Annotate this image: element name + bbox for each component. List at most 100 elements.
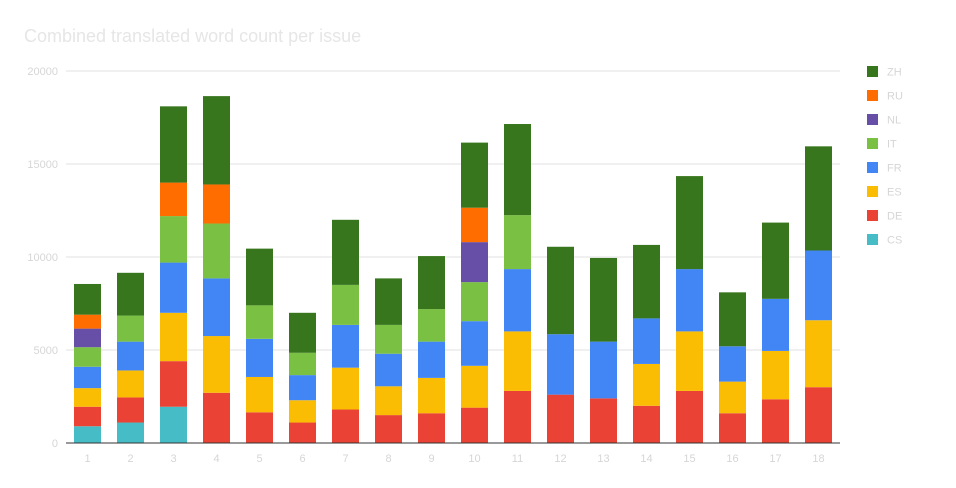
- bar-segment-es: [719, 381, 746, 414]
- bar-segment-es: [332, 367, 359, 410]
- legend-label: ES: [887, 187, 902, 199]
- chart-title: Combined translated word count per issue: [24, 26, 362, 46]
- bar-segment-ru: [160, 182, 187, 217]
- bar-segment-fr: [547, 334, 574, 395]
- legend-label: RU: [887, 91, 903, 103]
- x-tick-label: 9: [428, 453, 434, 465]
- legend-swatch: [867, 162, 878, 173]
- bar-segment-fr: [246, 338, 273, 377]
- bar-segment-ru: [203, 184, 230, 224]
- x-tick-label: 3: [170, 453, 176, 465]
- bar-segment-it: [246, 305, 273, 339]
- bar-segment-zh: [332, 219, 359, 285]
- bar-segment-nl: [74, 328, 101, 348]
- y-tick-label: 10000: [27, 252, 58, 264]
- x-tick-label: 4: [213, 453, 219, 465]
- x-tick-label: 12: [554, 453, 566, 465]
- bar-segment-zh: [676, 176, 703, 270]
- bar-segment-de: [676, 390, 703, 443]
- bar-segment-zh: [590, 257, 617, 342]
- y-tick-label: 20000: [27, 66, 58, 78]
- bar-segment-fr: [590, 341, 617, 399]
- bar-segment-de: [590, 398, 617, 443]
- bar-segment-de: [160, 361, 187, 407]
- bar-segment-es: [676, 331, 703, 391]
- bar-segment-it: [418, 309, 445, 342]
- bar-segment-fr: [633, 318, 660, 364]
- bar-segment-zh: [504, 124, 531, 216]
- bar-segment-de: [289, 422, 316, 443]
- bar-segment-it: [504, 215, 531, 270]
- bar-segment-es: [762, 350, 789, 400]
- legend-swatch: [867, 66, 878, 77]
- x-tick-label: 13: [597, 453, 609, 465]
- legend-swatch: [867, 234, 878, 245]
- x-tick-label: 15: [683, 453, 695, 465]
- bar-segment-zh: [633, 244, 660, 319]
- bar-segment-fr: [461, 321, 488, 366]
- bar-segment-de: [504, 390, 531, 443]
- bar-segment-zh: [289, 312, 316, 353]
- bar-segment-zh: [719, 292, 746, 347]
- legend-swatch: [867, 90, 878, 101]
- bar-segment-it: [117, 315, 144, 342]
- bar-segment-de: [762, 399, 789, 443]
- bar-segment-zh: [547, 246, 574, 335]
- x-tick-label: 18: [812, 453, 824, 465]
- bar-segment-de: [547, 394, 574, 443]
- bar-segment-cs: [160, 406, 187, 443]
- bar-segment-it: [375, 324, 402, 354]
- bar-segment-es: [461, 365, 488, 408]
- bar-segment-fr: [375, 353, 402, 387]
- x-tick-label: 5: [256, 453, 262, 465]
- bar-segment-fr: [719, 346, 746, 382]
- bar-segment-fr: [289, 375, 316, 401]
- bar-segment-es: [418, 377, 445, 414]
- x-tick-label: 17: [769, 453, 781, 465]
- bar-segment-it: [289, 352, 316, 376]
- bar-segment-de: [74, 406, 101, 427]
- bar-segment-de: [117, 397, 144, 423]
- bar-segment-it: [203, 223, 230, 279]
- y-tick-label: 15000: [27, 159, 58, 171]
- bar-segment-es: [289, 400, 316, 423]
- bar-segment-zh: [762, 222, 789, 299]
- x-tick-label: 16: [726, 453, 738, 465]
- bar-segment-es: [246, 376, 273, 413]
- x-tick-label: 6: [299, 453, 305, 465]
- x-tick-label: 1: [84, 453, 90, 465]
- bar-segment-de: [332, 409, 359, 443]
- bar-segment-es: [805, 320, 832, 388]
- bar-segment-zh: [461, 142, 488, 208]
- bar-segment-de: [633, 405, 660, 443]
- bar-segment-zh: [117, 272, 144, 316]
- bar-segment-es: [74, 388, 101, 407]
- bar-segment-fr: [418, 341, 445, 378]
- x-tick-label: 14: [640, 453, 652, 465]
- bar-segment-cs: [74, 426, 101, 443]
- legend-label: IT: [887, 139, 897, 151]
- bar-segment-it: [74, 347, 101, 367]
- bar-segment-es: [117, 370, 144, 398]
- bar-segment-ru: [461, 207, 488, 243]
- bar-segment-zh: [203, 96, 230, 185]
- x-tick-label: 8: [385, 453, 391, 465]
- bar-segment-zh: [74, 283, 101, 315]
- legend-label: FR: [887, 163, 902, 175]
- bar-segment-ru: [74, 314, 101, 329]
- bar-segment-de: [203, 392, 230, 443]
- bar-segment-fr: [676, 269, 703, 332]
- bar-segment-fr: [762, 298, 789, 351]
- legend-swatch: [867, 114, 878, 125]
- legend-label: CS: [887, 235, 902, 247]
- bar-segment-de: [719, 413, 746, 443]
- bar-segment-es: [203, 336, 230, 393]
- bar-segment-fr: [805, 250, 832, 321]
- bar-segment-de: [246, 412, 273, 443]
- bar-segment-nl: [461, 242, 488, 283]
- bar-segment-de: [805, 387, 832, 443]
- bar-segment-fr: [117, 341, 144, 371]
- legend-swatch: [867, 210, 878, 221]
- bar-segment-cs: [117, 422, 144, 443]
